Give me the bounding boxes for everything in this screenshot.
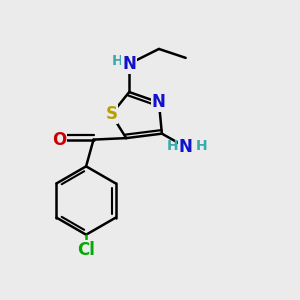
Text: O: O	[52, 130, 67, 148]
Text: N: N	[179, 138, 193, 156]
Text: Cl: Cl	[77, 241, 95, 259]
Text: H: H	[196, 139, 208, 152]
Text: H: H	[112, 54, 123, 68]
Text: N: N	[122, 55, 136, 73]
Text: N: N	[152, 93, 166, 111]
Text: H: H	[167, 139, 178, 152]
Text: S: S	[105, 105, 117, 123]
